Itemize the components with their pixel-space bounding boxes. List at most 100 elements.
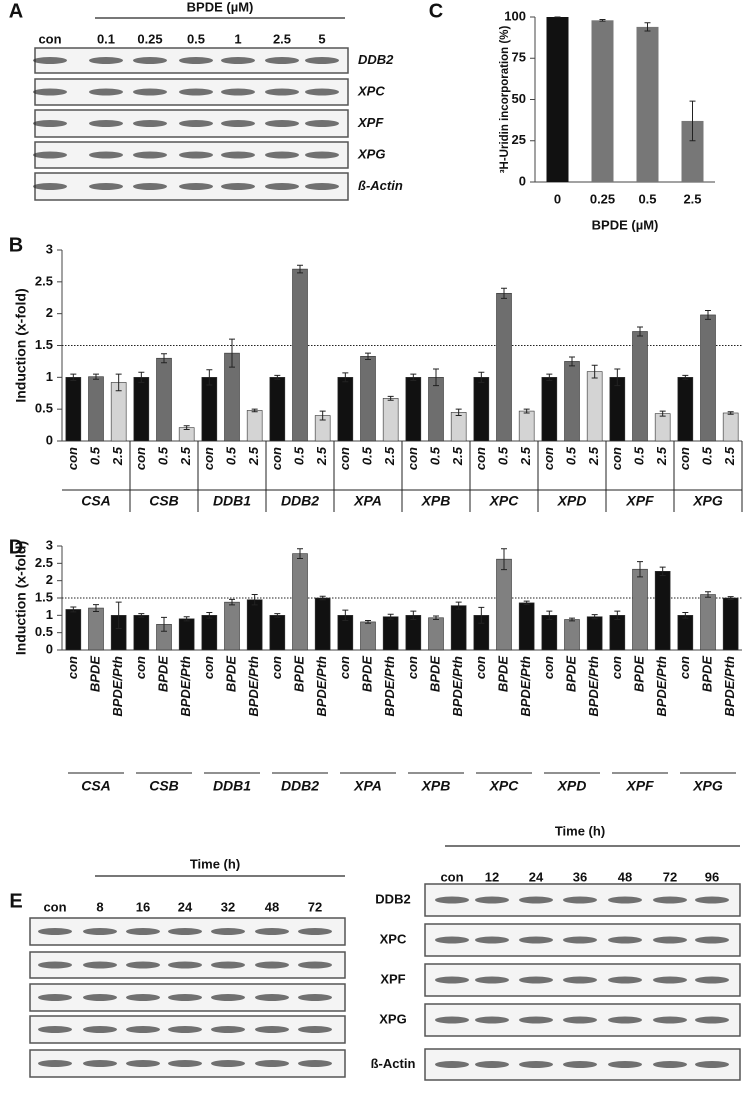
band [608,896,642,904]
bar [428,377,444,442]
band [265,120,299,127]
error-bar [206,612,213,619]
band [133,88,167,96]
bar-label: con [201,656,216,679]
error-bar [501,287,507,299]
bar-label: BPDE/Pth [314,656,329,717]
bar [518,410,535,442]
band [33,88,67,96]
band [305,183,339,190]
error-bar [251,408,258,413]
band [126,928,160,935]
band [255,1026,289,1033]
panel-label: A [9,0,23,22]
bar-label: con [541,656,556,679]
bar-label: BPDE/Pth [246,656,261,717]
error-bar [637,561,643,578]
bar-label: BPDE/Pth [450,656,465,717]
band [89,57,123,64]
bar [700,314,716,442]
bar-label: con [269,447,284,470]
blot-header: BPDE (µM) [187,0,254,14]
bar-label: 0.5 [427,446,442,465]
band [211,928,245,935]
band [298,1026,332,1033]
error-bar [342,372,349,383]
bar [382,398,399,442]
band [221,120,255,127]
row-label: XPG [357,146,385,161]
blot-strip [29,1049,346,1078]
bar-label: BPDE [291,656,306,692]
band [653,896,687,904]
band [653,1061,687,1068]
bar-label: con [337,447,352,470]
error-bar [206,369,213,386]
band [608,936,642,944]
row-label: XPF [380,971,405,986]
bar-label: con [609,447,624,470]
lane-label: 36 [573,869,587,884]
bar-label: 0.5 [87,446,102,465]
bar-label: con [65,656,80,679]
group-label: XPG [692,778,723,794]
y-tick-label: 2 [46,305,53,320]
bar-label: BPDE/Pth [654,656,669,717]
band [179,183,213,190]
group-label: DDB2 [281,493,319,509]
band [475,1016,509,1024]
band [435,976,469,984]
bar [360,621,376,651]
bar-label: 2.5 [382,446,397,466]
band [695,1016,729,1024]
band [475,936,509,944]
error-bar [644,22,651,32]
band [255,928,289,935]
row-label: DDB2 [358,52,394,67]
y-tick-label: 0.5 [35,401,53,416]
bar-label: 2.5 [246,446,261,466]
bar-label: con [473,447,488,470]
band [519,936,553,944]
band [126,1026,160,1033]
group-label: DDB1 [213,493,251,509]
error-bar [229,338,235,368]
group-label: CSB [149,778,179,794]
band [168,928,202,935]
band [89,88,123,96]
bar [546,17,569,182]
group-label: XPB [421,778,451,794]
bar-label: 0.5 [631,446,646,465]
error-bar [478,606,485,624]
bar [428,617,444,651]
x-tick-label: 0.25 [590,191,615,206]
y-tick-label: 0 [46,641,53,656]
bar-label: BPDE [87,656,102,692]
error-bar [478,371,485,383]
bar-label: 2.5 [450,446,465,466]
error-bar [433,615,439,620]
band [255,994,289,1001]
lane-label: 72 [308,899,322,914]
blot-header: Time (h) [190,856,240,871]
bar-label: con [269,656,284,679]
band [435,936,469,944]
error-bar [115,601,122,630]
row-label: XPF [357,115,384,130]
bar-label: BPDE [495,656,510,692]
band [168,961,202,969]
band [653,1016,687,1024]
bar [292,268,308,442]
row-label: ß-Actin [358,178,403,193]
y-tick-label: 75 [512,50,526,65]
lane-label: 0.1 [97,31,115,46]
error-bar [161,616,167,632]
bar [496,558,512,651]
error-bar [93,373,99,380]
error-bar [659,566,666,576]
error-bar [727,411,734,415]
y-tick-label: 1 [46,369,53,384]
bar [65,377,82,442]
band [298,994,332,1001]
band [133,57,167,64]
